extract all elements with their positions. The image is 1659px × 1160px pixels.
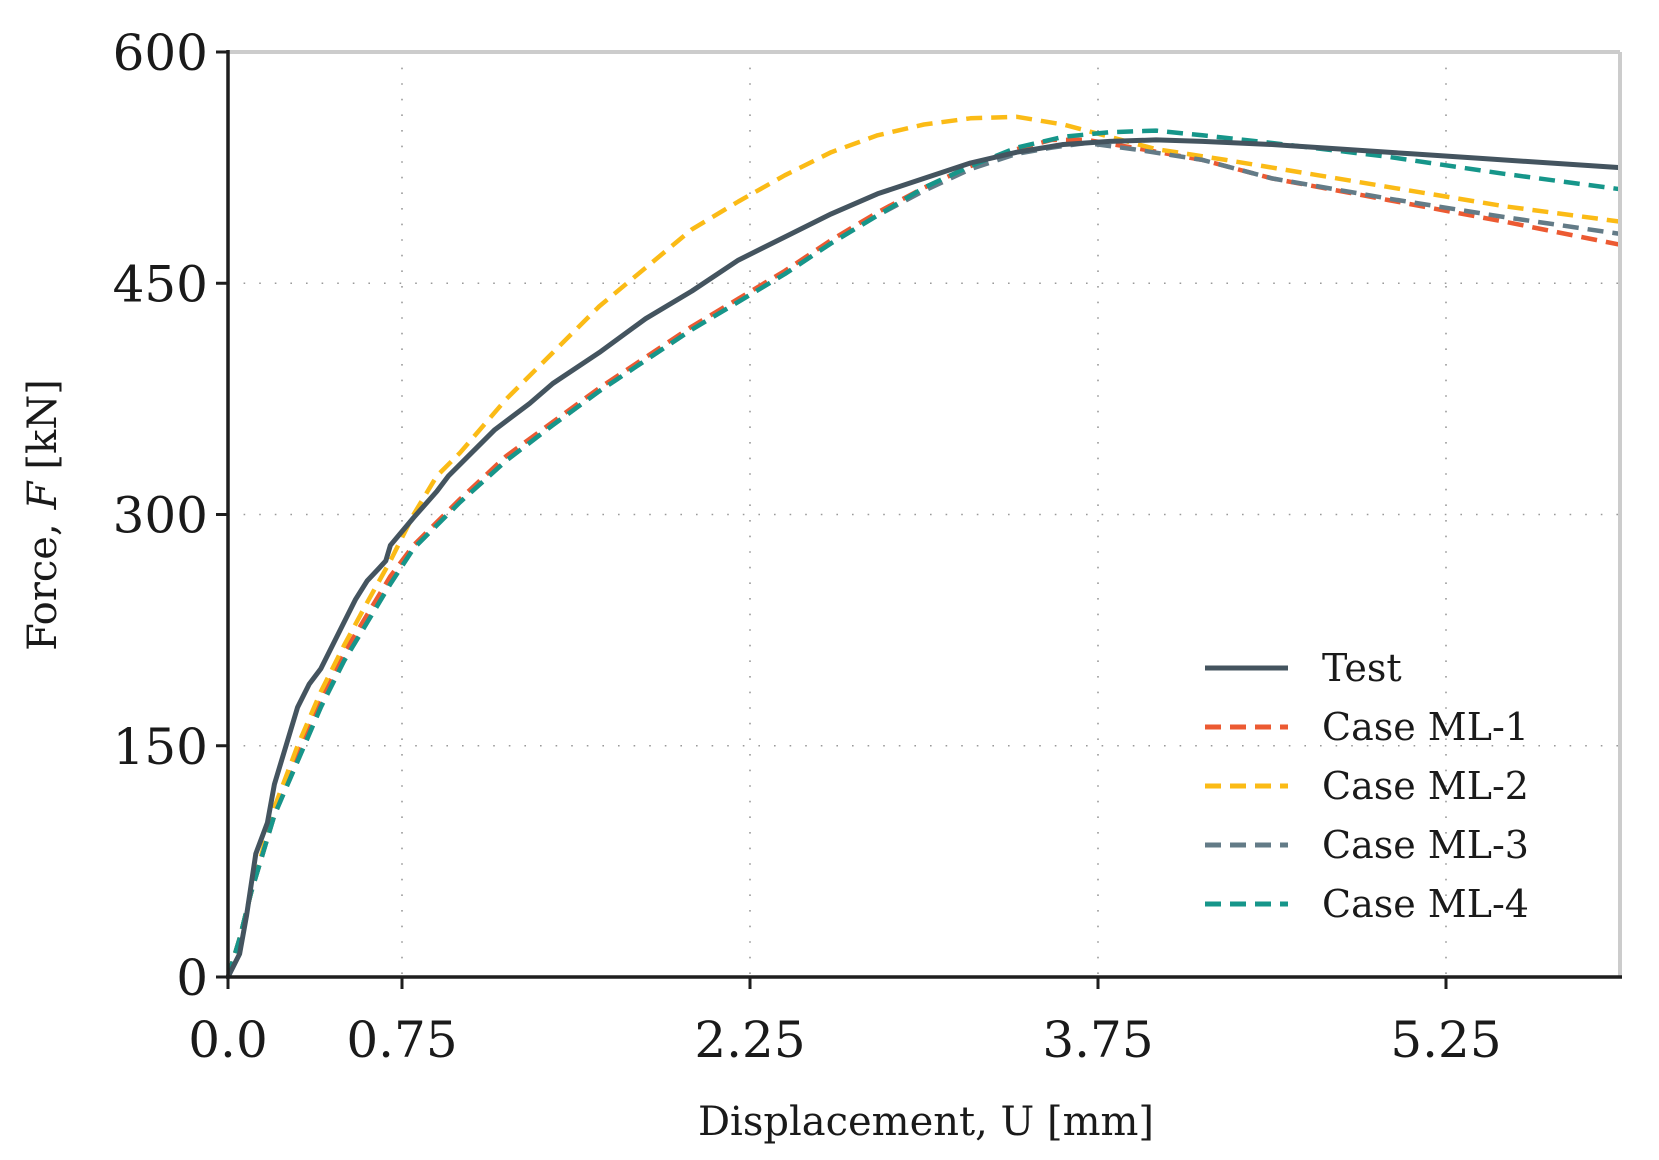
legend-label: Case ML-3	[1322, 823, 1529, 867]
plot-series	[225, 114, 1621, 979]
x-axis-label: Displacement, U [mm]	[698, 1099, 1154, 1145]
y-axis-label-unit: [kN]	[20, 379, 66, 469]
y-tick-label: 300	[113, 487, 208, 545]
y-tick-label: 450	[113, 255, 208, 313]
x-tick-label: 3.75	[1042, 1011, 1153, 1069]
series-line-case-ml-2	[225, 114, 1621, 978]
legend-label: Test	[1322, 646, 1402, 690]
x-tick-label: 2.25	[694, 1011, 805, 1069]
x-tick-label: 0.75	[346, 1011, 457, 1069]
y-axis-label-prefix: Force,	[20, 523, 66, 651]
legend: Test Case ML-1 Case ML-2 Case ML-3 Case ML-4	[1205, 646, 1529, 926]
y-tick-label: 0	[176, 949, 208, 1007]
series-line-case-ml-1	[225, 137, 1621, 978]
series-line-test	[225, 137, 1621, 979]
legend-label: Case ML-4	[1322, 882, 1529, 926]
y-axis-label: Force, F [kN]	[20, 379, 66, 651]
x-tick-label: 5.25	[1390, 1011, 1501, 1069]
legend-label: Case ML-1	[1322, 705, 1529, 749]
axis-ticks: 0.0 0.75 2.25 3.75 5.25 0 150 300 450 600	[113, 24, 1502, 1069]
legend-label: Case ML-2	[1322, 764, 1529, 808]
x-tick-label: 0.0	[188, 1011, 268, 1069]
y-tick-label: 600	[113, 24, 208, 82]
series-line-case-ml-4	[225, 128, 1621, 978]
y-axis-label-variable: F	[20, 480, 66, 510]
y-tick-label: 150	[113, 718, 208, 776]
